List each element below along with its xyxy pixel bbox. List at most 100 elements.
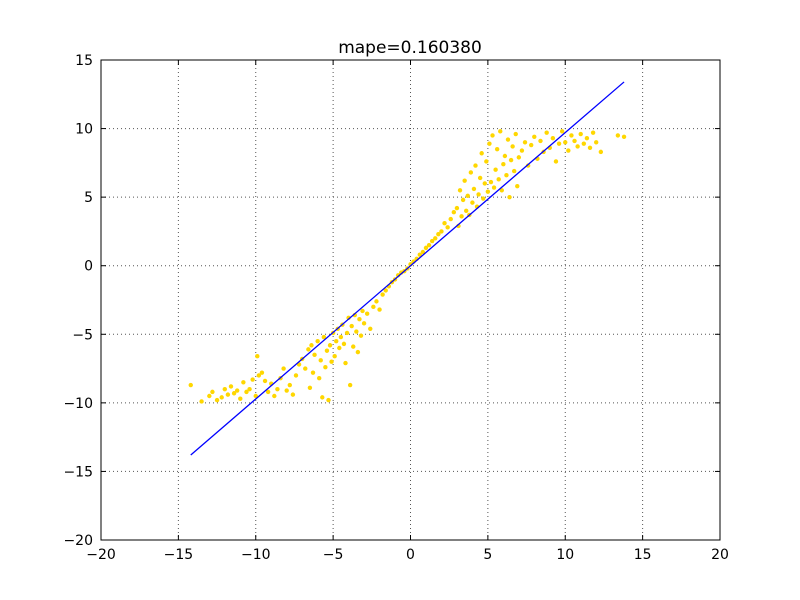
scatter-point xyxy=(351,344,356,349)
scatter-point xyxy=(484,159,489,164)
scatter-point xyxy=(326,397,331,403)
x-tick-label: 10 xyxy=(556,547,574,563)
scatter-point xyxy=(590,130,596,135)
scatter-point xyxy=(426,242,432,248)
scatter-point xyxy=(253,393,258,399)
scatter-point xyxy=(309,343,314,348)
scatter-point xyxy=(238,396,243,401)
x-tick-label: −5 xyxy=(323,547,344,563)
scatter-point xyxy=(448,216,453,222)
scatter-point xyxy=(377,307,382,312)
scatter-point xyxy=(259,370,265,375)
scatter-point xyxy=(479,151,484,156)
scatter-points xyxy=(188,129,627,404)
scatter-point xyxy=(508,157,514,163)
scatter-point xyxy=(374,299,379,304)
scatter-point xyxy=(442,221,447,226)
scatter-point xyxy=(464,208,469,214)
scatter-point xyxy=(594,140,599,145)
scatter-point xyxy=(491,185,497,190)
scatter-point xyxy=(234,388,240,393)
scatter-point xyxy=(556,141,562,146)
scatter-point xyxy=(529,142,534,148)
x-tick-label: −10 xyxy=(241,547,271,563)
scatter-point xyxy=(361,321,367,326)
scatter-point xyxy=(502,153,508,159)
scatter-point xyxy=(525,163,531,168)
scatter-point xyxy=(188,382,193,388)
scatter-point xyxy=(287,382,292,388)
scatter-point xyxy=(476,192,481,197)
scatter-point xyxy=(395,273,401,278)
scatter-point xyxy=(358,333,364,338)
scatter-point xyxy=(222,386,227,392)
scatter-point xyxy=(510,144,515,149)
y-tick-label: 10 xyxy=(75,122,93,138)
scatter-point xyxy=(368,326,373,331)
scatter-point xyxy=(584,135,590,141)
scatter-point xyxy=(515,183,520,189)
scatter-point xyxy=(465,193,470,198)
scatter-point xyxy=(281,366,286,371)
scatter-point xyxy=(507,194,512,200)
scatter-point xyxy=(265,389,271,395)
scatter-point xyxy=(219,395,224,400)
scatter-point xyxy=(501,162,506,167)
fit-line xyxy=(190,81,625,456)
scatter-point xyxy=(436,231,441,237)
scatter-point xyxy=(544,130,549,135)
scatter-point xyxy=(578,131,583,137)
scatter-point xyxy=(272,393,277,399)
scatter-point xyxy=(504,173,509,178)
scatter-point xyxy=(445,225,450,230)
scatter-point xyxy=(332,354,337,359)
scatter-point xyxy=(244,389,249,395)
scatter-point xyxy=(307,385,313,390)
x-tick-label: 0 xyxy=(406,547,415,563)
scatter-point xyxy=(354,329,359,334)
scatter-point xyxy=(290,392,296,397)
axis-ticks: −20 −15 −10 −5 0 5 10 15 20 −20 −15 −10 −5 0 5 10 15 xyxy=(63,53,728,563)
x-tick-label: −20 xyxy=(86,547,116,563)
scatter-point xyxy=(581,141,587,146)
scatter-point xyxy=(470,200,475,205)
scatter-point xyxy=(553,159,559,164)
scatter-point xyxy=(207,393,212,399)
scatter-point xyxy=(473,163,478,168)
scatter-point xyxy=(371,304,376,310)
scatter-point xyxy=(454,205,460,211)
x-tick-label: 5 xyxy=(483,547,492,563)
scatter-point xyxy=(488,179,494,185)
scatter-point xyxy=(210,389,215,395)
scatter-point xyxy=(327,343,333,348)
scatter-point xyxy=(429,238,435,244)
scatter-point xyxy=(490,133,495,138)
fit-line-path xyxy=(190,81,625,456)
scatter-point xyxy=(598,149,604,155)
scatter-point xyxy=(303,366,308,371)
y-tick-label: 5 xyxy=(84,190,93,206)
scatter-point xyxy=(225,392,231,397)
scatter-point xyxy=(306,347,311,352)
scatter-point xyxy=(380,292,385,297)
scatter-point xyxy=(621,134,627,139)
scatter-point xyxy=(505,137,511,142)
y-tick-label: −5 xyxy=(72,327,93,343)
scatter-point xyxy=(499,188,505,193)
scatter-point xyxy=(532,134,537,139)
scatter-point xyxy=(214,397,220,403)
scatter-point xyxy=(199,399,204,404)
scatter-point xyxy=(323,365,328,370)
scatter-point xyxy=(482,181,487,186)
scatter-point xyxy=(262,378,268,384)
scatter-point xyxy=(349,323,354,329)
scatter-point xyxy=(315,338,320,344)
scatter-point xyxy=(511,168,517,174)
scatter-point xyxy=(513,131,518,137)
scatter-point xyxy=(468,170,474,175)
scatter-point xyxy=(522,140,528,145)
scatter-point xyxy=(496,177,501,182)
scatter-point xyxy=(338,334,344,340)
scatter-point xyxy=(312,352,317,358)
scatter-point xyxy=(457,188,463,193)
